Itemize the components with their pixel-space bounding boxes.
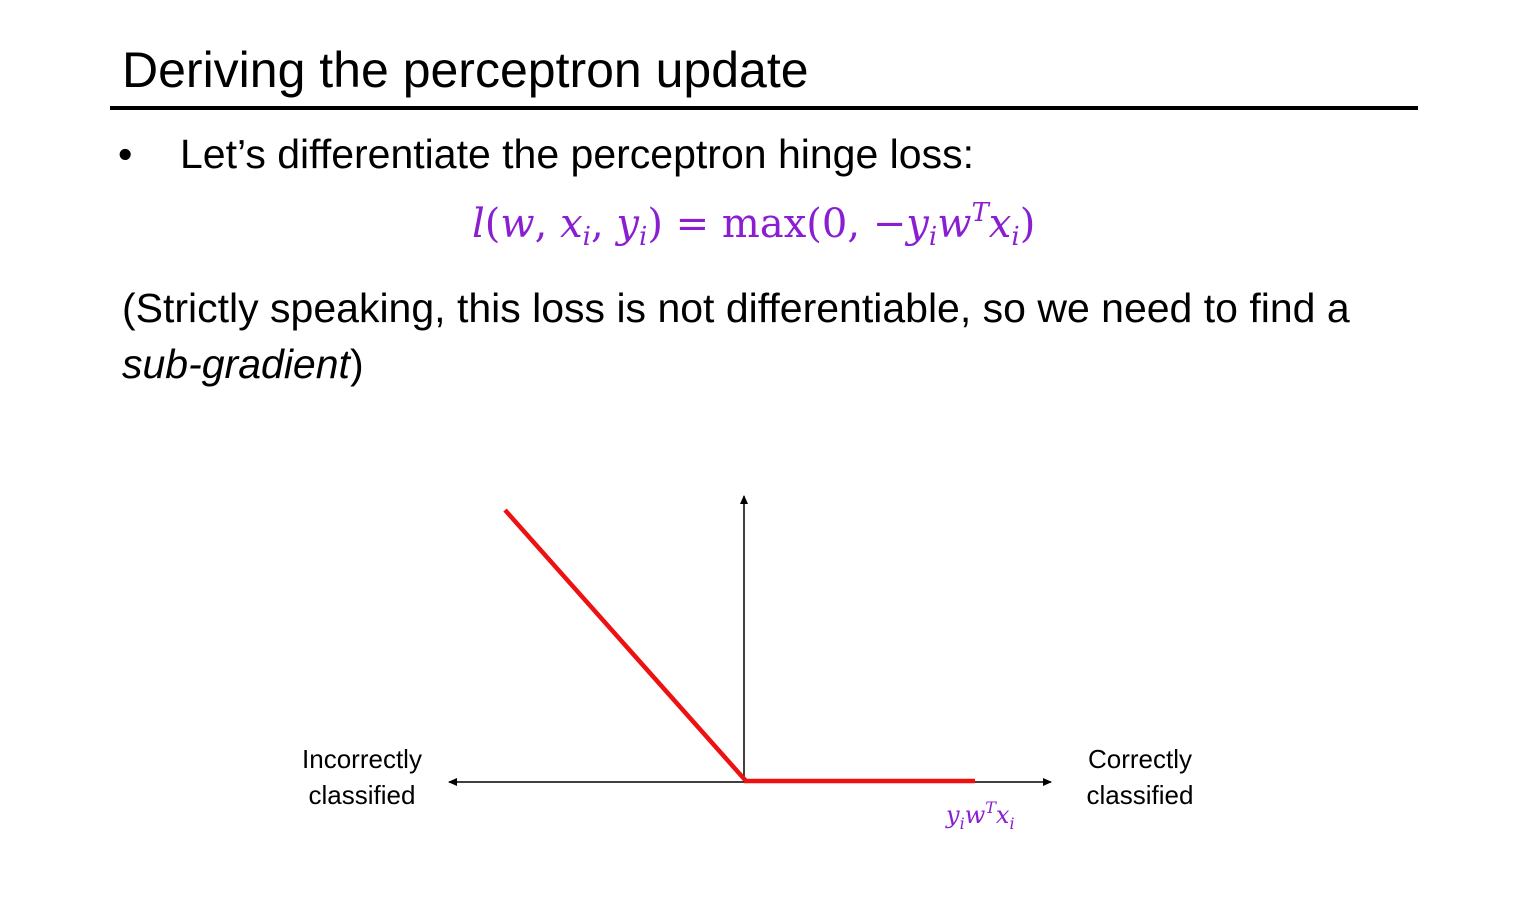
bullet-item: • Let’s differentiate the perceptron hing… bbox=[118, 128, 974, 180]
subgradient-term: sub-gradient bbox=[122, 341, 350, 387]
loss-curve-slope bbox=[503, 508, 748, 783]
incorrectly-classified-label: Incorrectly classified bbox=[302, 744, 422, 810]
subgradient-note: (Strictly speaking, this loss is not dif… bbox=[122, 285, 1350, 387]
x-axis-variable-label: yiwTxi bbox=[946, 798, 1015, 833]
bullet-symbol: • bbox=[118, 131, 133, 177]
slide-title: Deriving the perceptron update bbox=[122, 42, 809, 98]
correctly-classified-label: Correctly classified bbox=[1086, 744, 1194, 810]
bullet-text: Let’s differentiate the perceptron hinge… bbox=[180, 131, 974, 177]
hinge-loss-formula: l(w, xi, yi) = max(0, −yiwTxi) bbox=[472, 198, 1036, 252]
title-divider bbox=[110, 106, 1418, 110]
